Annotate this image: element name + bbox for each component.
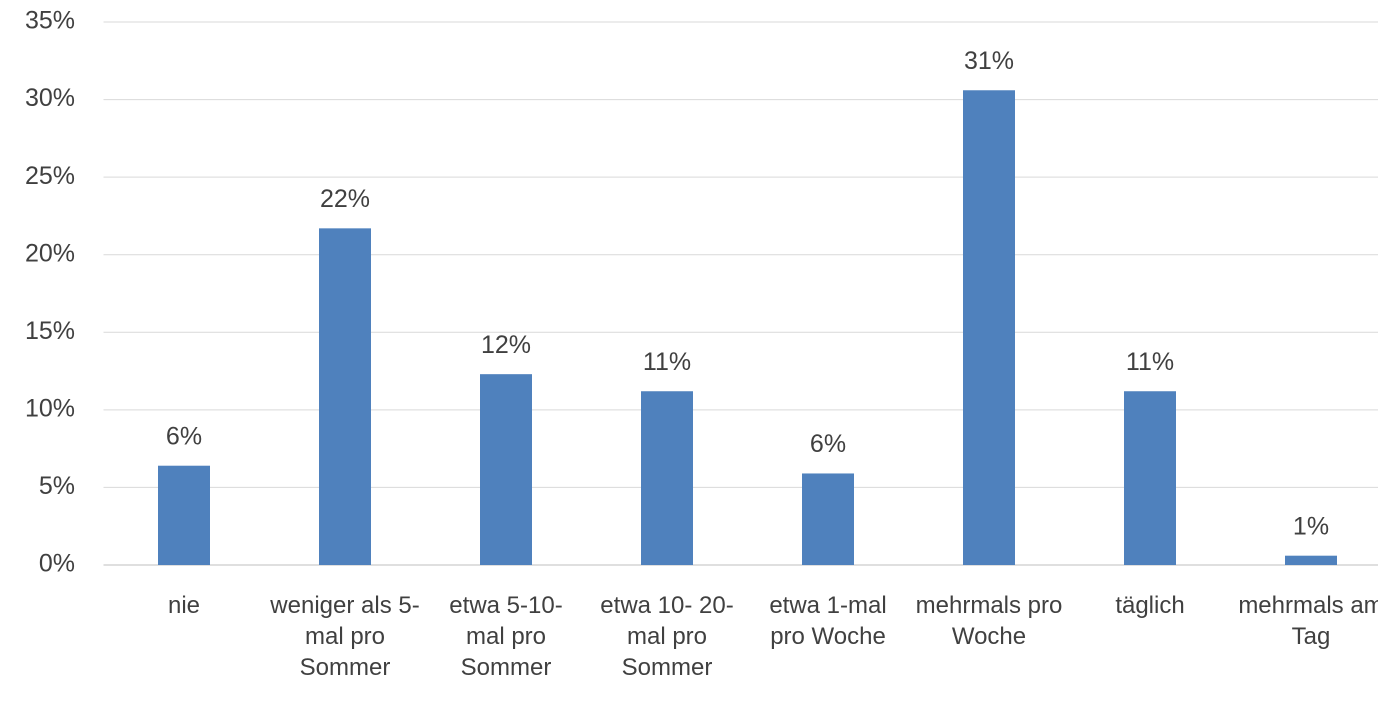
y-tick-label: 10% — [25, 394, 75, 422]
y-tick-label: 30% — [25, 84, 75, 112]
x-tick-label: mehrmals pro Woche — [915, 592, 1063, 650]
y-tick-label: 5% — [39, 472, 75, 500]
data-label: 22% — [320, 185, 370, 213]
x-tick-label: mehrmals am Tag — [1238, 592, 1378, 650]
y-tick-label: 20% — [25, 239, 75, 267]
y-tick-label: 0% — [39, 550, 75, 578]
y-tick-label: 15% — [25, 317, 75, 345]
bar — [1285, 555, 1337, 565]
x-tick-label: etwa 10- 20- mal pro Sommer — [600, 592, 734, 681]
data-label: 6% — [166, 422, 202, 450]
x-tick-label: nie — [167, 592, 201, 619]
y-tick-label: 25% — [25, 162, 75, 190]
bar — [802, 473, 854, 565]
bar — [1124, 391, 1176, 565]
data-label: 6% — [810, 430, 846, 458]
data-label: 12% — [481, 331, 531, 359]
data-label: 1% — [1293, 512, 1329, 540]
data-label: 11% — [1126, 348, 1174, 376]
data-label: 11% — [643, 348, 691, 376]
bar — [158, 465, 210, 565]
y-tick-label: 35% — [25, 7, 75, 35]
bar — [963, 90, 1015, 566]
x-tick-label: täglich — [1115, 592, 1185, 619]
bar — [480, 374, 532, 565]
data-label: 31% — [964, 47, 1014, 75]
x-tick-label: etwa 5-10- mal pro Sommer — [449, 592, 563, 681]
bar — [641, 391, 693, 565]
bar — [319, 228, 371, 565]
x-tick-label: etwa 1-mal pro Woche — [769, 592, 887, 650]
x-tick-label: weniger als 5- mal pro Sommer — [270, 592, 420, 681]
